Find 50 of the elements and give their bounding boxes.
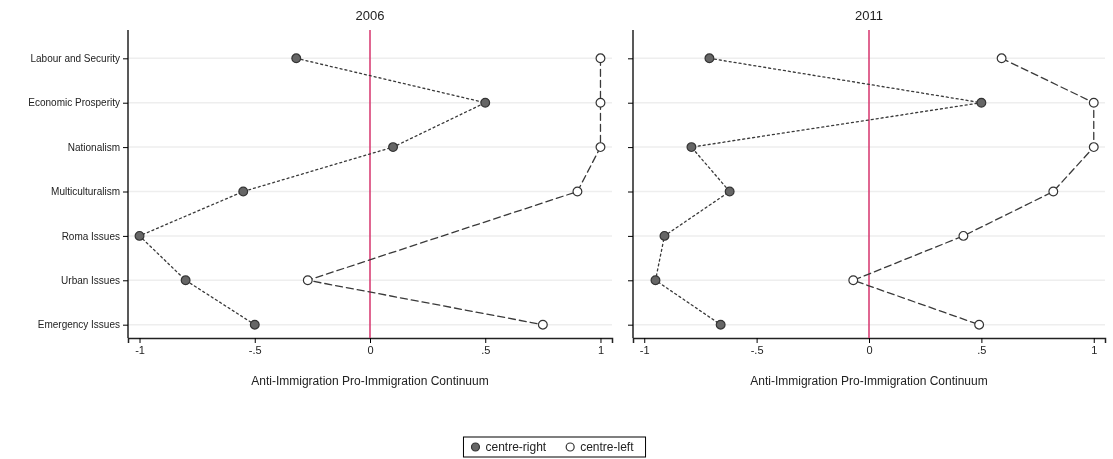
point <box>976 97 987 108</box>
point <box>1088 142 1099 153</box>
x-axis-title: Anti-Immigration Pro-Immigration Continuum <box>251 374 489 388</box>
point <box>595 97 606 108</box>
x-tick-label: -1 <box>135 343 145 356</box>
point <box>715 319 726 330</box>
point <box>480 97 491 108</box>
point <box>704 53 715 64</box>
point <box>572 186 583 197</box>
y-tick-label: Urban Issues <box>61 274 120 286</box>
point <box>537 319 548 330</box>
x-axis-title: Anti-Immigration Pro-Immigration Continuum <box>750 374 988 388</box>
y-tick-label: Roma Issues <box>61 230 120 242</box>
point <box>958 230 969 241</box>
x-tick-label: 1 <box>1091 343 1098 356</box>
point <box>659 230 670 241</box>
point <box>291 53 302 64</box>
x-tick-label: -.5 <box>248 343 262 356</box>
legend-label: centre-right <box>485 440 547 454</box>
point <box>302 275 313 286</box>
x-tick-label: 0 <box>367 343 374 356</box>
point <box>1088 97 1099 108</box>
y-tick-label: Economic Prosperity <box>28 97 120 109</box>
point <box>238 186 249 197</box>
x-tick-label: 1 <box>597 343 605 356</box>
x-tick-label: 0 <box>866 343 873 356</box>
point <box>848 275 859 286</box>
x-tick-label: .5 <box>977 343 987 356</box>
point <box>388 142 399 153</box>
point <box>249 319 260 330</box>
point <box>180 275 191 286</box>
x-tick-label: .5 <box>481 343 491 356</box>
point <box>650 275 661 286</box>
y-tick-label: Labour and Security <box>30 53 120 65</box>
point <box>134 230 145 241</box>
point <box>595 53 606 64</box>
point <box>996 53 1007 64</box>
y-tick-label: Emergency Issues <box>37 319 120 331</box>
y-tick-label: Multiculturalism <box>51 186 120 198</box>
point <box>724 186 735 197</box>
x-tick-label: -.5 <box>750 343 764 356</box>
point <box>595 142 606 153</box>
legend-label: centre-left <box>580 440 635 454</box>
point <box>1048 186 1059 197</box>
chart-title: 2006 <box>355 8 385 23</box>
y-tick-label: Nationalism <box>67 141 120 153</box>
chart-title: 2011 <box>855 8 883 23</box>
point <box>974 319 985 330</box>
point <box>686 142 697 153</box>
x-tick-label: -1 <box>639 343 650 356</box>
